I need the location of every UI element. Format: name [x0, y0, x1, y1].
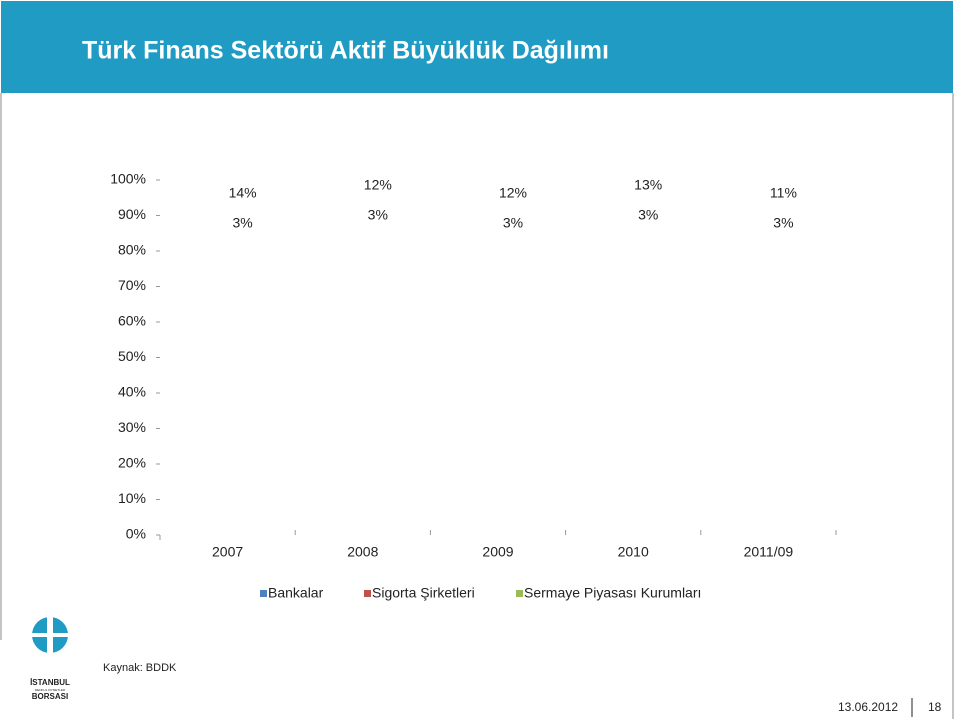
data-label: 12% — [499, 185, 527, 201]
legend-swatch — [516, 590, 523, 597]
y-tick-label: 60% — [118, 313, 146, 329]
data-label: 11% — [770, 185, 797, 201]
y-tick-label: 70% — [118, 277, 146, 293]
logo-text: BORSASI — [32, 692, 68, 701]
data-label: 3% — [368, 207, 388, 223]
legend-swatch — [364, 590, 371, 597]
date: 13.06.2012 — [838, 700, 898, 714]
x-tick-label: 2008 — [347, 544, 378, 560]
data-label: 3% — [638, 207, 658, 223]
x-tick-label: 2011/09 — [744, 544, 794, 560]
header-band — [1, 1, 953, 93]
page-number: 18 — [928, 700, 942, 714]
y-tick-label: 0% — [126, 526, 146, 542]
chart: 0% 10% 20% 30% 40% 50% 60% 70% 80% 90% 100% 2007 3% 1… — [110, 171, 837, 601]
logo: İSTANBUL MENKUL KIYMETLER BORSASI — [30, 612, 70, 701]
legend-label: Bankalar — [268, 585, 324, 601]
logo-text: MENKUL KIYMETLER — [35, 688, 66, 692]
logo-bar — [30, 633, 70, 637]
y-tick-label: 20% — [118, 455, 146, 471]
y-tick-label: 40% — [118, 384, 146, 400]
y-tick-label: 100% — [110, 171, 146, 187]
slide-title: Türk Finans Sektörü Aktif Büyüklük Dağıl… — [82, 37, 609, 65]
y-tick-label: 80% — [118, 242, 146, 258]
data-label: 14% — [229, 185, 257, 201]
data-label: 3% — [503, 215, 523, 231]
source: Kaynak: BDDK — [103, 662, 177, 674]
legend-swatch — [260, 590, 267, 597]
data-label: 13% — [634, 177, 662, 193]
data-label: 12% — [364, 177, 392, 193]
x-tick-label: 2010 — [618, 544, 649, 560]
y-tick-label: 30% — [118, 419, 146, 435]
y-tick-label: 10% — [118, 490, 146, 506]
y-tick-label: 50% — [118, 348, 146, 364]
legend-label: Sigorta Şirketleri — [372, 585, 475, 601]
data-label: 3% — [232, 215, 252, 231]
y-tick-label: 90% — [118, 206, 146, 222]
logo-text: İSTANBUL — [30, 678, 70, 687]
x-tick-label: 2007 — [212, 544, 243, 560]
legend-label: Sermaye Piyasası Kurumları — [524, 585, 701, 601]
data-label: 3% — [773, 215, 793, 231]
logo-stem — [47, 612, 53, 672]
x-tick-label: 2009 — [482, 544, 513, 560]
